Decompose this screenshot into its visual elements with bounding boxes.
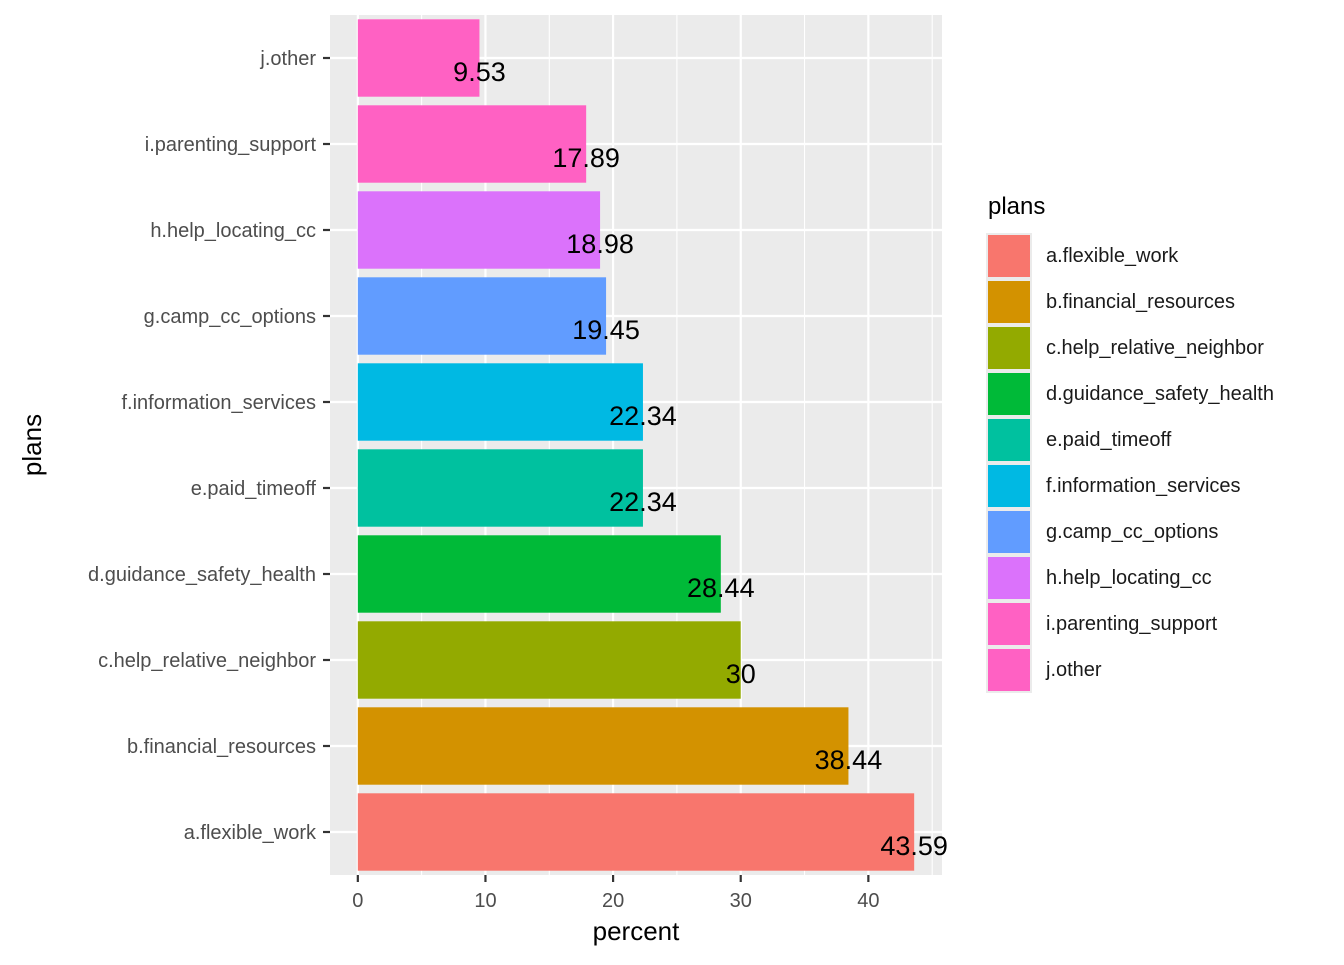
legend-item: f.information_services (986, 463, 1274, 509)
data-label: 28.44 (687, 573, 755, 603)
x-tick-label: 40 (857, 890, 879, 912)
y-tick-label: e.paid_timeoff (191, 478, 317, 500)
y-tick-label: a.flexible_work (184, 822, 317, 844)
data-label: 22.34 (609, 401, 677, 431)
data-label: 17.89 (552, 143, 620, 173)
legend: plans a.flexible_work b.financial_resourc… (986, 193, 1274, 693)
legend-label: e.paid_timeoff (1046, 428, 1172, 451)
bar (357, 793, 915, 871)
legend-label: b.financial_resources (1046, 290, 1235, 313)
legend-key (986, 601, 1032, 647)
legend-item: j.other (986, 647, 1274, 693)
legend-label: i.parenting_support (1046, 612, 1218, 635)
legend-swatch (988, 557, 1030, 599)
bar (357, 191, 601, 269)
legend-label: f.information_services (1046, 474, 1241, 497)
y-axis-title: plans (17, 414, 47, 476)
legend-swatch (988, 603, 1030, 645)
legend-item: c.help_relative_neighbor (986, 325, 1274, 371)
data-label: 38.44 (815, 745, 883, 775)
legend-key (986, 463, 1032, 509)
bar (357, 277, 607, 355)
legend-swatch (988, 511, 1030, 553)
y-tick-label: j.other (259, 48, 316, 70)
data-label: 30 (726, 659, 756, 689)
x-tick-label: 20 (602, 890, 624, 912)
legend-key (986, 279, 1032, 325)
y-tick-label: i.parenting_support (145, 134, 317, 156)
bar (357, 363, 643, 441)
legend-swatch (988, 649, 1030, 691)
legend-swatch (988, 327, 1030, 369)
y-tick-label: f.information_services (121, 392, 316, 414)
bar (357, 707, 849, 785)
legend-label: j.other (1046, 658, 1102, 681)
bar (357, 621, 741, 699)
legend-key (986, 371, 1032, 417)
legend-key (986, 555, 1032, 601)
legend-label: d.guidance_safety_health (1046, 382, 1274, 405)
legend-key (986, 647, 1032, 693)
y-tick-label: d.guidance_safety_health (88, 564, 316, 586)
data-label: 18.98 (566, 229, 634, 259)
legend-item: g.camp_cc_options (986, 509, 1274, 555)
legend-label: g.camp_cc_options (1046, 520, 1219, 543)
data-label: 9.53 (453, 57, 506, 87)
legend-item: h.help_locating_cc (986, 555, 1274, 601)
bar (357, 19, 480, 97)
legend-swatch (988, 419, 1030, 461)
x-axis-title: percent (593, 916, 680, 946)
y-tick-label: c.help_relative_neighbor (98, 650, 316, 672)
legend-items: a.flexible_work b.financial_resources c.he… (986, 233, 1274, 693)
bar (357, 535, 721, 613)
data-label: 19.45 (572, 315, 640, 345)
legend-label: h.help_locating_cc (1046, 566, 1212, 589)
legend-key (986, 417, 1032, 463)
legend-key (986, 509, 1032, 555)
bar (357, 449, 643, 527)
data-label: 22.34 (609, 487, 677, 517)
data-label: 43.59 (880, 831, 948, 861)
legend-swatch (988, 373, 1030, 415)
y-tick-label: g.camp_cc_options (144, 306, 316, 328)
legend-key (986, 233, 1032, 279)
legend-item: a.flexible_work (986, 233, 1274, 279)
legend-item: i.parenting_support (986, 601, 1274, 647)
legend-item: e.paid_timeoff (986, 417, 1274, 463)
y-tick-label: b.financial_resources (127, 736, 316, 758)
legend-swatch (988, 281, 1030, 323)
legend-item: b.financial_resources (986, 279, 1274, 325)
bar (357, 105, 587, 183)
x-tick-label: 10 (474, 890, 496, 912)
y-tick-label: h.help_locating_cc (150, 220, 316, 242)
legend-label: c.help_relative_neighbor (1046, 336, 1264, 359)
legend-label: a.flexible_work (1046, 244, 1179, 267)
legend-key (986, 325, 1032, 371)
legend-title: plans (988, 193, 1046, 220)
legend-swatch (988, 465, 1030, 507)
x-tick-label: 30 (730, 890, 752, 912)
legend-swatch (988, 235, 1030, 277)
x-tick-label: 0 (352, 890, 363, 912)
legend-item: d.guidance_safety_health (986, 371, 1274, 417)
